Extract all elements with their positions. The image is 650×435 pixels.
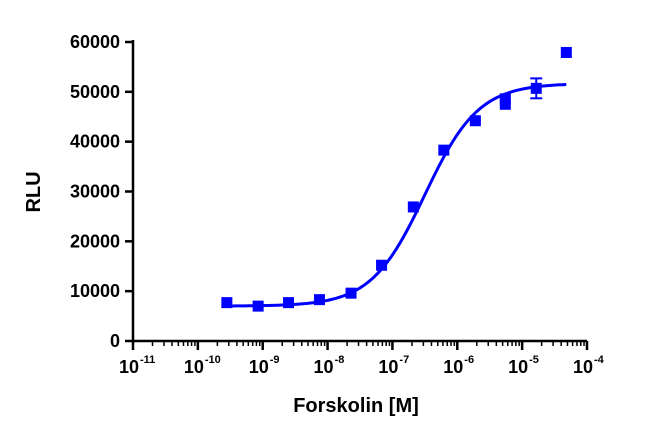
x-tick-label: 10 — [508, 357, 528, 377]
data-point — [407, 201, 419, 213]
fit-curve — [226, 83, 567, 308]
data-point — [221, 297, 233, 309]
y-tick-label: 50000 — [70, 82, 120, 102]
data-point — [345, 287, 357, 299]
y-tick-label: 0 — [110, 331, 120, 351]
data-point — [560, 46, 572, 58]
data-points-layer — [221, 46, 572, 312]
x-tick-label: 10 — [573, 357, 593, 377]
data-point — [499, 93, 511, 105]
data-point — [313, 294, 325, 306]
x-tick-exponent: -11 — [140, 354, 155, 366]
x-tick-exponent: -9 — [270, 354, 280, 366]
y-tick-label: 60000 — [70, 32, 120, 52]
x-tick-exponent: -5 — [529, 354, 539, 366]
x-tick-label: 10 — [443, 357, 463, 377]
x-tick-exponent: -4 — [594, 354, 605, 366]
data-point — [252, 300, 264, 312]
x-tick-label: 10 — [249, 357, 269, 377]
x-tick-label: 10 — [119, 357, 139, 377]
y-axis-title: RLU — [23, 171, 45, 212]
x-axis-title: Forskolin [M] — [293, 395, 419, 417]
y-tick-label: 20000 — [70, 231, 120, 251]
x-tick-exponent: -8 — [335, 354, 345, 366]
x-tick-label: 10 — [378, 357, 398, 377]
x-tick-exponent: -10 — [205, 354, 221, 366]
fit-curve-layer — [226, 83, 567, 308]
x-tick-label: 10 — [314, 357, 334, 377]
x-tick-exponent: -6 — [464, 354, 474, 366]
data-point — [469, 115, 481, 127]
y-tick-label: 30000 — [70, 182, 120, 202]
data-point — [376, 259, 388, 271]
data-point — [283, 297, 295, 309]
y-tick-label: 40000 — [70, 132, 120, 152]
x-tick-label: 10 — [184, 357, 204, 377]
data-point — [530, 82, 542, 94]
x-tick-exponent: -7 — [399, 354, 409, 366]
y-tick-label: 10000 — [70, 281, 120, 301]
data-point — [438, 144, 450, 156]
